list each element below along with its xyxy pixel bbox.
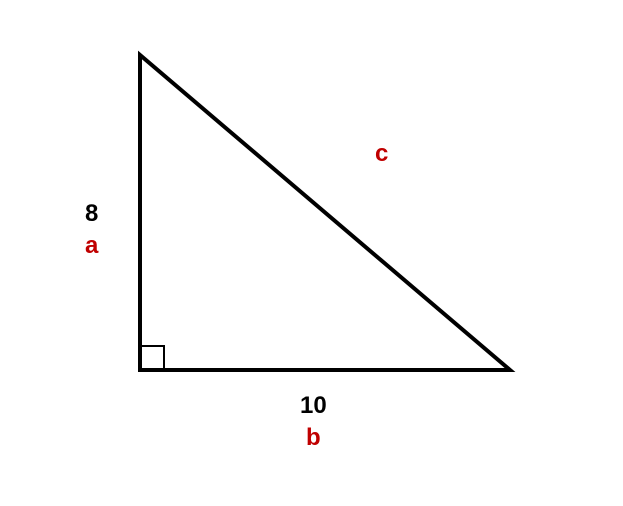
side-a-name: a bbox=[85, 232, 98, 260]
right-angle-marker bbox=[140, 346, 164, 370]
triangle-outline bbox=[140, 55, 510, 370]
side-b-value: 10 bbox=[300, 392, 327, 420]
side-c-name: c bbox=[375, 140, 388, 168]
side-b-name: b bbox=[306, 424, 321, 452]
side-a-value: 8 bbox=[85, 200, 98, 228]
diagram-canvas: 8 a 10 b c bbox=[0, 0, 623, 506]
